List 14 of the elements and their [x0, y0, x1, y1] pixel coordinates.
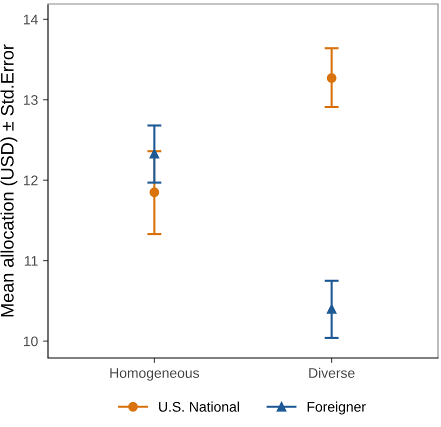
legend-label: Foreigner — [308, 402, 366, 414]
y-axis-title: Mean allocation (USD) ± Std.Error — [0, 44, 18, 316]
point — [326, 73, 336, 83]
legend-label: U.S. National — [159, 402, 239, 412]
x-tick-label: Diverse — [309, 368, 355, 378]
y-tick-label: 10 — [24, 336, 38, 346]
y-tick-label: 14 — [24, 14, 38, 24]
point — [150, 148, 160, 159]
point — [150, 187, 160, 198]
y-tick-label: 13 — [24, 95, 38, 105]
y-tick-label: 11 — [24, 256, 38, 266]
y-tick-label: 12 — [24, 176, 38, 186]
x-tick-label: Homogeneous — [110, 368, 200, 381]
point — [326, 304, 336, 314]
